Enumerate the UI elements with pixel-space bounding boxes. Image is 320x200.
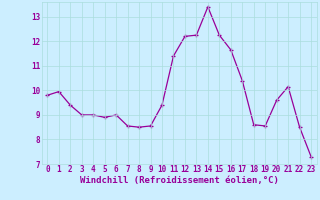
- X-axis label: Windchill (Refroidissement éolien,°C): Windchill (Refroidissement éolien,°C): [80, 176, 279, 185]
